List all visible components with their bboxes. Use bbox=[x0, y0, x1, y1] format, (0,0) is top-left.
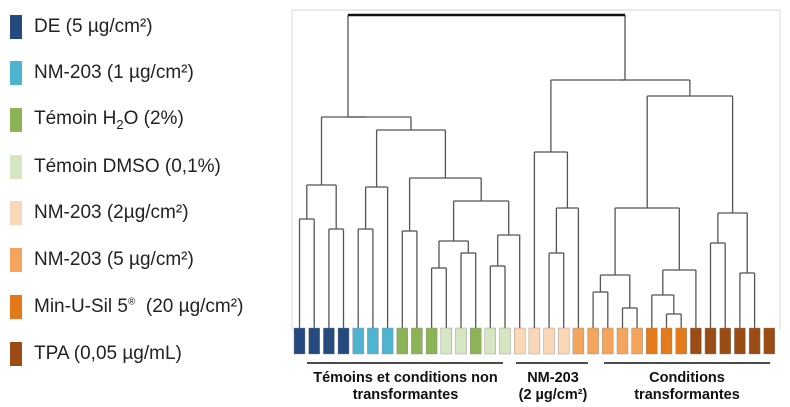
leaf-cell bbox=[631, 327, 643, 355]
leaf-cell bbox=[455, 327, 467, 355]
leaf-cell bbox=[675, 327, 687, 355]
legend-item-de: DE (5 µg/cm²) bbox=[10, 14, 153, 40]
legend-swatch bbox=[10, 155, 22, 179]
legend-label-subscript: 2 bbox=[116, 116, 124, 132]
legend-item-nm203-1: NM-203 (1 µg/cm²) bbox=[10, 60, 194, 86]
leaf-cell bbox=[337, 327, 350, 355]
group-label-line: Témoins et conditions non bbox=[313, 370, 498, 386]
legend: DE (5 µg/cm²) NM-203 (1 µg/cm²) Témoin H… bbox=[0, 0, 285, 407]
group-label-line: NM-203 bbox=[527, 370, 579, 386]
legend-swatch bbox=[10, 108, 22, 132]
legend-swatch bbox=[10, 248, 22, 272]
leaf-cell bbox=[646, 327, 658, 355]
legend-item-min-u-sil: Min-U-Sil 5® (20 µg/cm²) bbox=[10, 294, 243, 320]
legend-item-nm203-5: NM-203 (5 µg/cm²) bbox=[10, 247, 194, 273]
leaf-cell bbox=[308, 327, 320, 355]
leaf-cell bbox=[719, 327, 731, 355]
legend-label: TPA (0,05 µg/mL) bbox=[34, 343, 182, 364]
leaf-cell bbox=[558, 327, 570, 355]
legend-item-tpa: TPA (0,05 µg/mL) bbox=[10, 341, 182, 367]
leaf-cell bbox=[323, 327, 335, 355]
leaf-cell bbox=[616, 327, 629, 355]
leaf-cell bbox=[499, 327, 511, 355]
leaf-cell bbox=[484, 327, 496, 355]
leaf-cell bbox=[514, 327, 526, 355]
legend-label-prefix: Min-U-Sil 5 bbox=[34, 296, 128, 317]
legend-swatch bbox=[10, 295, 22, 319]
leaf-cell bbox=[528, 327, 541, 355]
legend-swatch bbox=[10, 15, 22, 39]
leaf-cell bbox=[602, 327, 614, 355]
legend-item-temoin-dmso: Témoin DMSO (0,1%) bbox=[10, 154, 221, 180]
leaf-cell bbox=[660, 327, 673, 355]
group-label-transformantes: Conditions transformantes bbox=[612, 370, 762, 404]
leaf-cell bbox=[293, 327, 306, 355]
group-label-line: transformantes bbox=[352, 387, 459, 403]
leaf-cell bbox=[587, 327, 599, 355]
legend-label-suffix: (20 µg/cm²) bbox=[135, 296, 244, 317]
leaf-cell bbox=[572, 327, 585, 355]
leaf-cell bbox=[440, 327, 452, 355]
group-label-line: Conditions bbox=[649, 370, 725, 386]
legend-swatch bbox=[10, 342, 22, 366]
leaf-cell bbox=[734, 327, 746, 355]
legend-label: NM-203 (2µg/cm²) bbox=[34, 202, 189, 223]
leaf-cell bbox=[396, 327, 408, 355]
group-label-temoins: Témoins et conditions non transformantes bbox=[283, 370, 528, 404]
legend-label: Témoin H2O (2%) bbox=[34, 108, 184, 132]
leaf-row bbox=[293, 327, 775, 355]
group-label-nm203: NM-203 (2 µg/cm²) bbox=[514, 370, 592, 404]
leaf-cell bbox=[690, 327, 702, 355]
leaf-cell bbox=[352, 327, 364, 355]
tree-links bbox=[298, 15, 756, 328]
legend-label-prefix: Témoin H bbox=[34, 108, 117, 130]
group-label-line: (2 µg/cm²) bbox=[518, 387, 588, 403]
leaf-cell bbox=[763, 327, 775, 355]
legend-label: NM-203 (5 µg/cm²) bbox=[34, 249, 194, 270]
legend-label: DE (5 µg/cm²) bbox=[34, 16, 153, 37]
legend-item-temoin-h2o: Témoin H2O (2%) bbox=[10, 107, 184, 133]
legend-label-superscript: ® bbox=[127, 296, 136, 308]
legend-label: NM-203 (1 µg/cm²) bbox=[34, 62, 194, 83]
legend-label: Min-U-Sil 5® (20 µg/cm²) bbox=[34, 296, 243, 318]
group-label-line: transformantes bbox=[634, 387, 740, 403]
leaf-cell bbox=[748, 327, 761, 355]
leaf-cell bbox=[543, 327, 555, 355]
leaf-cell bbox=[470, 327, 482, 355]
legend-swatch bbox=[10, 61, 22, 85]
legend-swatch bbox=[10, 201, 22, 225]
leaf-cell bbox=[425, 327, 438, 355]
legend-item-nm203-2: NM-203 (2µg/cm²) bbox=[10, 200, 189, 226]
legend-label-suffix: O (2%) bbox=[123, 108, 184, 130]
leaf-cell bbox=[381, 327, 394, 355]
frame bbox=[291, 9, 781, 330]
leaf-cell bbox=[367, 327, 379, 355]
leaf-cell bbox=[411, 327, 423, 355]
legend-label: Témoin DMSO (0,1%) bbox=[34, 156, 221, 177]
leaf-cell bbox=[704, 327, 717, 355]
